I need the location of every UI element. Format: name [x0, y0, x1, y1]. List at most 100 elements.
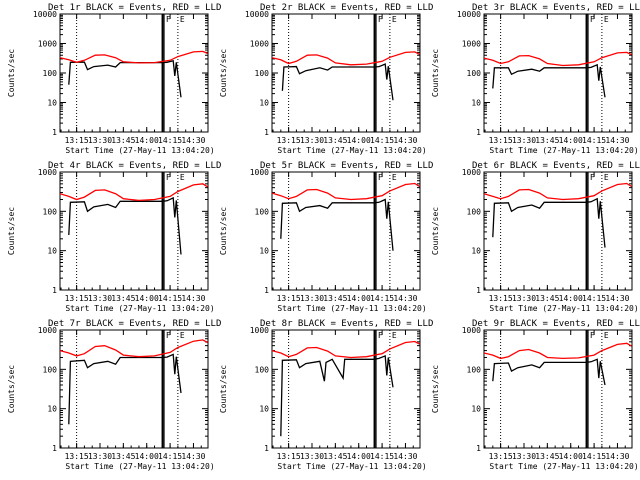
chart-title: Det 2r BLACK = Events, RED = LLD — [260, 3, 433, 13]
y-axis-label: Counts/sec — [431, 207, 440, 255]
x-tick-label: 14:15 — [582, 294, 606, 303]
y-tick-label: 1 — [52, 128, 57, 137]
y-axis-label: Counts/sec — [219, 207, 228, 255]
x-tick-label: 14:30 — [605, 136, 629, 145]
x-tick-label: 13:15 — [65, 136, 89, 145]
y-tick-label: 1000 — [462, 168, 481, 177]
y-tick-label: 1 — [476, 128, 481, 137]
y-tick-label: 100 — [43, 69, 58, 78]
x-tick-label: 13:45 — [535, 136, 559, 145]
chart-title: Det 4r BLACK = Events, RED = LLD — [48, 161, 221, 171]
flag-e-label: E — [392, 331, 397, 340]
x-tick-label: 14:15 — [158, 452, 182, 461]
y-axis-label: Counts/sec — [7, 207, 16, 255]
chart-panel-5: Det 5r BLACK = Events, RED = LLD Counts/s… — [219, 161, 433, 313]
flag-e-label: E — [604, 331, 609, 340]
y-axis-label: Counts/sec — [7, 365, 16, 413]
y-tick-label: 1000 — [38, 326, 57, 335]
y-tick-label: 100 — [467, 207, 482, 216]
x-axis-label: Start Time (27-May-11 13:04:20) — [277, 146, 426, 155]
series-line-events — [280, 198, 394, 251]
x-tick-label: 14:15 — [370, 452, 394, 461]
y-tick-label: 1 — [52, 286, 57, 295]
x-tick-label: 13:45 — [111, 136, 135, 145]
x-tick-label: 14:15 — [158, 294, 182, 303]
flag-e-label: E — [392, 173, 397, 182]
plot-frame — [483, 329, 633, 449]
flag-f-label: F — [378, 173, 383, 182]
flag-e-label: E — [604, 173, 609, 182]
plot-frame — [271, 329, 421, 449]
y-tick-label: 1 — [52, 444, 57, 453]
x-tick-label: 14:15 — [582, 452, 606, 461]
series-line-lld — [484, 342, 632, 360]
x-axis-label: Start Time (27-May-11 13:04:20) — [489, 462, 638, 471]
x-tick-label: 13:30 — [300, 452, 324, 461]
plot-frame — [59, 329, 209, 449]
series-line-lld — [272, 51, 420, 66]
y-tick-label: 1000 — [250, 168, 269, 177]
x-tick-label: 14:30 — [393, 294, 417, 303]
series-line-events — [492, 358, 606, 386]
series-line-events — [492, 63, 606, 98]
y-tick-label: 10000 — [245, 10, 269, 19]
y-axis-label: Counts/sec — [7, 49, 16, 97]
x-tick-label: 14:00 — [135, 136, 159, 145]
y-tick-label: 100 — [255, 365, 270, 374]
flag-f-label: F — [166, 331, 171, 340]
x-tick-label: 14:30 — [181, 136, 205, 145]
x-tick-label: 13:30 — [300, 294, 324, 303]
x-tick-label: 14:30 — [181, 452, 205, 461]
x-tick-label: 14:00 — [559, 452, 583, 461]
flag-f-label: F — [590, 173, 595, 182]
x-tick-label: 14:00 — [347, 452, 371, 461]
y-tick-label: 1000 — [462, 326, 481, 335]
chart-title: Det 6r BLACK = Events, RED = LLD — [472, 161, 640, 171]
flag-f-label: F — [590, 331, 595, 340]
y-tick-label: 10 — [47, 405, 57, 414]
x-axis-label: Start Time (27-May-11 13:04:20) — [65, 462, 214, 471]
plot-frame — [271, 171, 421, 291]
x-axis-label: Start Time (27-May-11 13:04:20) — [65, 304, 214, 313]
y-tick-label: 10000 — [457, 10, 481, 19]
x-tick-label: 13:45 — [535, 294, 559, 303]
y-tick-label: 100 — [43, 365, 58, 374]
x-tick-label: 13:30 — [300, 136, 324, 145]
x-tick-label: 13:15 — [277, 452, 301, 461]
chart-title: Det 8r BLACK = Events, RED = LLD — [260, 319, 433, 329]
chart-title: Det 3r BLACK = Events, RED = LLD — [472, 3, 640, 13]
y-tick-label: 10 — [259, 247, 269, 256]
y-tick-label: 10 — [259, 405, 269, 414]
x-tick-label: 13:30 — [88, 136, 112, 145]
x-tick-label: 13:15 — [277, 294, 301, 303]
x-tick-label: 14:30 — [393, 452, 417, 461]
chart-title: Det 1r BLACK = Events, RED = LLD — [48, 3, 221, 13]
y-axis-label: Counts/sec — [431, 49, 440, 97]
x-tick-label: 13:15 — [489, 294, 513, 303]
flag-f-label: F — [166, 173, 171, 182]
y-tick-label: 100 — [255, 207, 270, 216]
x-tick-label: 13:45 — [323, 294, 347, 303]
x-tick-label: 14:30 — [605, 452, 629, 461]
x-tick-label: 13:30 — [512, 294, 536, 303]
series-line-lld — [272, 340, 420, 359]
series-line-events — [68, 353, 182, 425]
x-tick-label: 13:30 — [512, 452, 536, 461]
x-tick-label: 14:30 — [181, 294, 205, 303]
series-line-lld — [60, 339, 208, 358]
y-tick-label: 1 — [476, 444, 481, 453]
flag-f-label: F — [378, 15, 383, 24]
x-tick-label: 14:15 — [370, 136, 394, 145]
x-axis-label: Start Time (27-May-11 13:04:20) — [277, 462, 426, 471]
chart-panel-3: Det 3r BLACK = Events, RED = LLD Counts/s… — [431, 3, 640, 155]
chart-title: Det 7r BLACK = Events, RED = LLD — [48, 319, 221, 329]
chart-panel-9: Det 9r BLACK = Events, RED = LLD Counts/s… — [431, 319, 640, 471]
y-tick-label: 100 — [467, 69, 482, 78]
series-line-lld — [484, 51, 632, 67]
y-tick-label: 100 — [467, 365, 482, 374]
x-tick-label: 13:45 — [535, 452, 559, 461]
y-tick-label: 1 — [264, 128, 269, 137]
y-tick-label: 1000 — [38, 168, 57, 177]
